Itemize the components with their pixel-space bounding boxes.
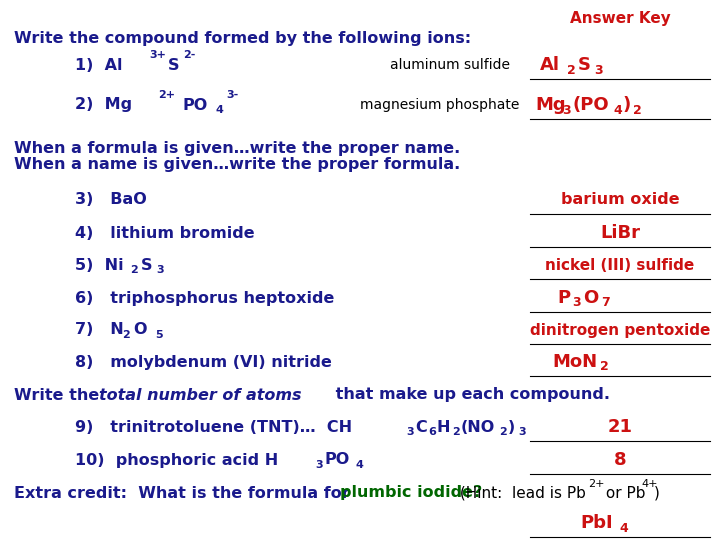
Text: 2-: 2- <box>183 50 195 60</box>
Text: 6: 6 <box>428 427 436 437</box>
Text: 4: 4 <box>619 522 628 535</box>
Text: 8)   molybdenum (VI) nitride: 8) molybdenum (VI) nitride <box>75 354 332 369</box>
Text: 1)  Al: 1) Al <box>75 57 122 72</box>
Text: 4: 4 <box>613 104 622 117</box>
Text: 2: 2 <box>499 427 507 437</box>
Text: 2: 2 <box>567 64 576 77</box>
Text: Answer Key: Answer Key <box>570 10 670 25</box>
Text: magnesium phosphate: magnesium phosphate <box>360 98 519 112</box>
Text: When a formula is given…write the proper name.: When a formula is given…write the proper… <box>14 140 460 156</box>
Text: 2: 2 <box>633 104 642 117</box>
Text: When a name is given…write the proper formula.: When a name is given…write the proper fo… <box>14 158 460 172</box>
Text: 2+: 2+ <box>158 90 175 100</box>
Text: 10)  phosphoric acid H: 10) phosphoric acid H <box>75 453 278 468</box>
Text: Write the: Write the <box>14 388 105 402</box>
Text: 3: 3 <box>315 460 323 470</box>
Text: Extra credit:  What is the formula for: Extra credit: What is the formula for <box>14 485 356 501</box>
Text: 5: 5 <box>155 330 163 340</box>
Text: 2: 2 <box>452 427 460 437</box>
Text: H: H <box>437 420 451 435</box>
Text: 4: 4 <box>356 460 364 470</box>
Text: that make up each compound.: that make up each compound. <box>330 388 610 402</box>
Text: 3: 3 <box>572 296 580 309</box>
Text: (NO: (NO <box>461 420 495 435</box>
Text: O: O <box>133 322 146 338</box>
Text: Mg: Mg <box>535 96 566 114</box>
Text: barium oxide: barium oxide <box>561 192 679 207</box>
Text: 2: 2 <box>600 361 608 374</box>
Text: PO: PO <box>182 98 207 112</box>
Text: 3+: 3+ <box>149 50 166 60</box>
Text: 4)   lithium bromide: 4) lithium bromide <box>75 226 255 240</box>
Text: 5)  Ni: 5) Ni <box>75 258 124 273</box>
Text: (PO: (PO <box>572 96 608 114</box>
Text: S: S <box>141 258 153 273</box>
Text: O: O <box>583 289 598 307</box>
Text: 3: 3 <box>156 265 163 275</box>
Text: 3: 3 <box>518 427 526 437</box>
Text: plumbic iodide?: plumbic iodide? <box>340 485 482 501</box>
Text: S: S <box>168 57 179 72</box>
Text: or Pb: or Pb <box>601 485 646 501</box>
Text: MoN: MoN <box>552 353 597 371</box>
Text: 4: 4 <box>215 105 223 115</box>
Text: ): ) <box>654 485 660 501</box>
Text: 9)   trinitrotoluene (TNT)…  CH: 9) trinitrotoluene (TNT)… CH <box>75 420 352 435</box>
Text: 2: 2 <box>122 330 130 340</box>
Text: 3-: 3- <box>226 90 238 100</box>
Text: 3: 3 <box>562 104 571 117</box>
Text: 2)  Mg: 2) Mg <box>75 98 132 112</box>
Text: 3: 3 <box>594 64 603 77</box>
Text: 21: 21 <box>608 418 632 436</box>
Text: 7: 7 <box>601 296 610 309</box>
Text: 6)   triphosphorus heptoxide: 6) triphosphorus heptoxide <box>75 291 334 306</box>
Text: (Hint:  lead is Pb: (Hint: lead is Pb <box>455 485 586 501</box>
Text: ): ) <box>623 96 631 114</box>
Text: 3: 3 <box>406 427 413 437</box>
Text: PO: PO <box>325 453 350 468</box>
Text: nickel (III) sulfide: nickel (III) sulfide <box>545 258 695 273</box>
Text: 8: 8 <box>613 451 626 469</box>
Text: 4+: 4+ <box>641 479 657 489</box>
Text: ): ) <box>508 420 516 435</box>
Text: C: C <box>415 420 427 435</box>
Text: 7)   N: 7) N <box>75 322 124 338</box>
Text: Write the compound formed by the following ions:: Write the compound formed by the followi… <box>14 30 471 45</box>
Text: PbI: PbI <box>580 514 613 532</box>
Text: P: P <box>557 289 570 307</box>
Text: total number of atoms: total number of atoms <box>99 388 302 402</box>
Text: 2+: 2+ <box>588 479 605 489</box>
Text: Al: Al <box>540 56 560 74</box>
Text: S: S <box>578 56 591 74</box>
Text: aluminum sulfide: aluminum sulfide <box>390 58 510 72</box>
Text: 3)   BaO: 3) BaO <box>75 192 147 207</box>
Text: LiBr: LiBr <box>600 224 640 242</box>
Text: dinitrogen pentoxide: dinitrogen pentoxide <box>530 322 710 338</box>
Text: 2: 2 <box>130 265 138 275</box>
